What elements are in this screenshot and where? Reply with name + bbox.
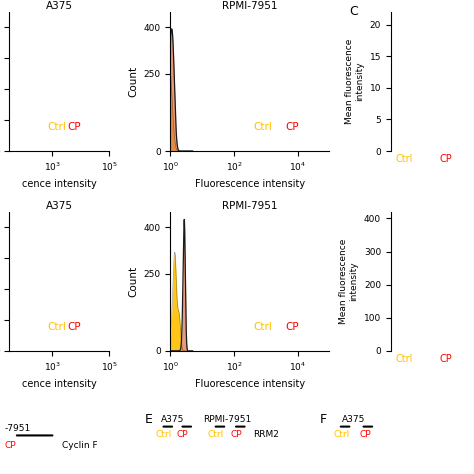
Text: Ctrl: Ctrl xyxy=(253,122,272,132)
Text: Ctrl: Ctrl xyxy=(396,354,413,364)
Text: CP: CP xyxy=(285,322,299,332)
Text: CP: CP xyxy=(439,154,452,164)
Text: Ctrl: Ctrl xyxy=(47,122,66,132)
X-axis label: cence intensity: cence intensity xyxy=(22,379,97,389)
Text: A375: A375 xyxy=(161,415,185,424)
Title: A375: A375 xyxy=(46,1,73,11)
Text: Ctrl: Ctrl xyxy=(155,430,172,439)
Text: Ctrl: Ctrl xyxy=(47,322,66,332)
Text: Cyclin F: Cyclin F xyxy=(62,441,97,450)
Text: -7951: -7951 xyxy=(5,425,31,433)
Y-axis label: Count: Count xyxy=(128,266,138,297)
Title: RPMI-7951: RPMI-7951 xyxy=(222,1,278,11)
X-axis label: Fluorescence intensity: Fluorescence intensity xyxy=(195,379,305,389)
Y-axis label: Mean fluorescence
intensity: Mean fluorescence intensity xyxy=(339,238,358,324)
Y-axis label: Mean fluorescence
intensity: Mean fluorescence intensity xyxy=(345,39,364,124)
Text: CP: CP xyxy=(439,354,452,364)
Title: A375: A375 xyxy=(46,201,73,211)
Text: Ctrl: Ctrl xyxy=(333,430,349,439)
Text: CP: CP xyxy=(5,441,17,450)
Text: Ctrl: Ctrl xyxy=(396,154,413,164)
Text: C: C xyxy=(349,5,358,18)
X-axis label: cence intensity: cence intensity xyxy=(22,179,97,189)
Text: CP: CP xyxy=(285,122,299,132)
Text: RRM2: RRM2 xyxy=(254,430,280,439)
Text: CP: CP xyxy=(67,322,81,332)
Text: Ctrl: Ctrl xyxy=(208,430,224,439)
Text: CP: CP xyxy=(230,430,242,439)
Text: Ctrl: Ctrl xyxy=(253,322,272,332)
Text: F: F xyxy=(320,413,327,426)
Text: CP: CP xyxy=(177,430,188,439)
Text: RPMI-7951: RPMI-7951 xyxy=(203,415,252,424)
Y-axis label: Count: Count xyxy=(128,66,138,97)
Text: CP: CP xyxy=(67,122,81,132)
Text: CP: CP xyxy=(359,430,371,439)
Title: RPMI-7951: RPMI-7951 xyxy=(222,201,278,211)
Text: E: E xyxy=(145,413,153,426)
Text: A375: A375 xyxy=(341,415,365,424)
X-axis label: Fluorescence intensity: Fluorescence intensity xyxy=(195,179,305,189)
